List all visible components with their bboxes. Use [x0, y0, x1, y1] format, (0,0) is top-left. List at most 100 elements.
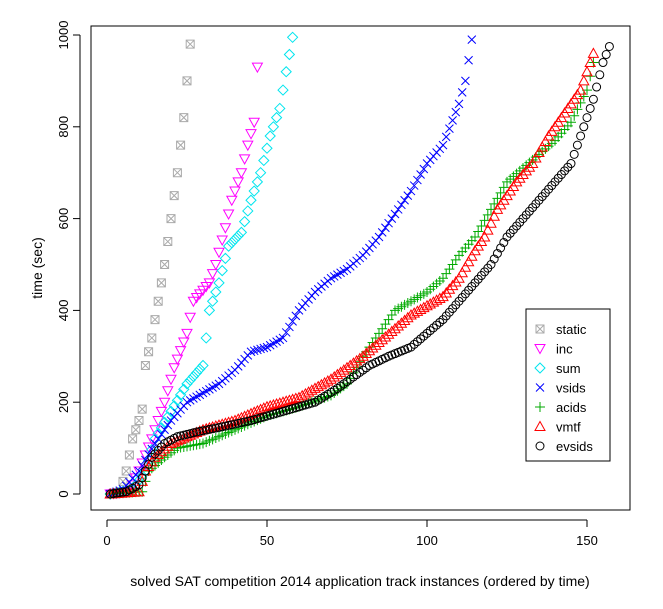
- data-point: [187, 370, 200, 383]
- y-tick-label: 800: [56, 116, 71, 138]
- data-point: [225, 195, 238, 207]
- data-point: [150, 315, 160, 325]
- data-point: [492, 248, 502, 258]
- data-point: [459, 261, 472, 272]
- data-point: [121, 466, 131, 476]
- data-point: [395, 317, 408, 328]
- data-point: [582, 113, 592, 123]
- series-static: [105, 39, 195, 499]
- legend: static inc sum vsids acids vmtf evsids: [525, 308, 611, 462]
- data-point: [166, 214, 176, 224]
- data-point: [486, 260, 496, 269]
- data-point: [168, 400, 180, 412]
- data-point: [432, 320, 442, 330]
- data-point: [454, 99, 464, 109]
- data-point: [296, 389, 309, 401]
- data-point: [581, 65, 593, 77]
- data-point: [192, 427, 202, 437]
- data-point: [216, 264, 228, 277]
- data-point: [309, 382, 321, 393]
- data-point: [406, 342, 416, 352]
- data-point: [158, 397, 171, 409]
- data-point: [403, 191, 413, 201]
- data-point: [258, 154, 270, 167]
- data-point: [172, 432, 182, 442]
- data-point: [449, 275, 462, 287]
- data-point: [235, 226, 248, 239]
- y-tick-label: 600: [56, 208, 71, 230]
- data-point: [339, 379, 349, 389]
- data-point: [200, 332, 212, 344]
- data-point: [405, 308, 417, 320]
- data-point: [178, 383, 190, 396]
- data-point: [278, 333, 288, 343]
- data-point: [251, 176, 264, 188]
- data-point: [229, 233, 241, 245]
- data-point: [406, 186, 416, 196]
- data-point: [536, 140, 549, 152]
- data-point: [584, 56, 597, 68]
- data-point: [243, 416, 253, 426]
- data-point: [105, 489, 115, 499]
- data-point: [176, 140, 186, 150]
- legend-box: [525, 308, 611, 462]
- data-point: [381, 223, 390, 233]
- data-point: [412, 337, 422, 347]
- data-point: [165, 374, 177, 386]
- data-point: [592, 82, 602, 92]
- data-point: [222, 209, 235, 221]
- legend-marker: [534, 344, 546, 355]
- data-point: [206, 295, 219, 307]
- data-point: [179, 113, 189, 123]
- data-point: [496, 243, 506, 253]
- x-tick-label: 0: [103, 533, 110, 548]
- data-point: [595, 70, 605, 80]
- data-point: [579, 122, 589, 132]
- data-point: [299, 387, 312, 399]
- data-point: [400, 195, 409, 205]
- data-point: [157, 429, 166, 439]
- data-point: [464, 55, 473, 65]
- data-point: [465, 250, 478, 261]
- data-point: [291, 311, 301, 321]
- data-point: [206, 269, 219, 280]
- data-point: [305, 384, 318, 395]
- data-point: [312, 380, 325, 392]
- data-point: [156, 442, 166, 452]
- data-point: [261, 142, 273, 154]
- data-point: [209, 260, 222, 271]
- data-point: [453, 272, 465, 283]
- data-point: [430, 294, 443, 305]
- data-point: [245, 194, 257, 206]
- data-point: [270, 111, 283, 124]
- data-point: [456, 266, 469, 278]
- data-point: [576, 131, 586, 141]
- data-point: [473, 226, 484, 237]
- legend-marker: [535, 324, 545, 334]
- data-point: [124, 450, 134, 460]
- data-point: [517, 168, 529, 180]
- data-point: [259, 343, 269, 353]
- data-point: [293, 391, 305, 403]
- data-point: [438, 140, 448, 150]
- data-point: [241, 140, 254, 152]
- data-point: [226, 236, 238, 249]
- data-point: [495, 187, 506, 198]
- data-point: [112, 488, 122, 498]
- data-point: [288, 317, 297, 326]
- data-point: [188, 428, 198, 438]
- data-point: [128, 434, 138, 444]
- data-point: [523, 161, 536, 172]
- data-point: [147, 452, 157, 462]
- data-point: [184, 374, 196, 386]
- y-axis-label: time (sec): [29, 237, 45, 298]
- data-point: [137, 404, 147, 414]
- data-point: [232, 177, 245, 188]
- data-point: [229, 186, 241, 198]
- data-point: [174, 346, 187, 357]
- data-point: [118, 487, 128, 497]
- data-point: [481, 224, 494, 235]
- data-point: [251, 62, 264, 74]
- data-point: [238, 154, 251, 165]
- series-sum: [104, 31, 299, 500]
